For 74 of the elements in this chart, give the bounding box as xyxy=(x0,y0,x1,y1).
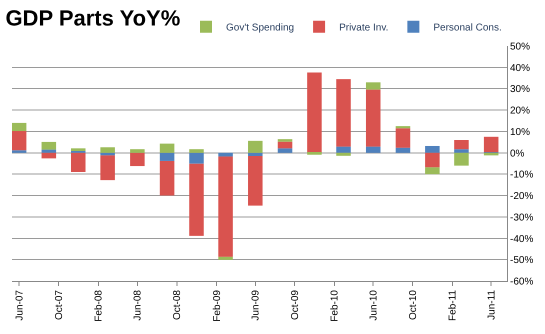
bar xyxy=(278,142,292,148)
bar xyxy=(336,152,351,156)
bar xyxy=(366,90,380,147)
bar xyxy=(248,152,263,156)
bar xyxy=(70,152,86,172)
bar xyxy=(218,152,233,156)
y-tick-label: -30% xyxy=(510,212,534,224)
bar xyxy=(189,152,204,164)
bar xyxy=(454,152,469,166)
bar xyxy=(278,148,292,153)
bar xyxy=(307,72,322,153)
bar xyxy=(336,146,351,153)
bar xyxy=(454,149,469,153)
x-tick-label: Feb-08 xyxy=(94,290,105,322)
y-tick-label: 0% xyxy=(510,148,525,160)
x-tick-label: Oct-10 xyxy=(408,290,419,320)
x-tick-label: Oct-09 xyxy=(290,290,301,320)
x-tick-label: Feb-11 xyxy=(448,290,459,321)
x-tick-label: Feb-09 xyxy=(212,290,223,322)
x-tick-label: Oct-07 xyxy=(54,290,65,320)
y-tick-label: -10% xyxy=(510,170,534,181)
bar xyxy=(218,156,233,257)
bar xyxy=(248,140,263,153)
bar xyxy=(189,164,204,236)
bar xyxy=(100,152,115,156)
bar xyxy=(12,131,26,150)
bar xyxy=(42,152,56,158)
legend-label: Gov't Spending xyxy=(226,22,294,34)
bar xyxy=(336,79,351,147)
chart-title: GDP Parts YoY% xyxy=(5,5,180,30)
x-tick-label: Jun-09 xyxy=(250,290,262,321)
bar xyxy=(160,160,174,196)
x-tick-label: Jun-11 xyxy=(486,290,498,320)
legend-label: Personal Cons. xyxy=(433,22,502,34)
legend-label: Private Inv. xyxy=(339,22,388,34)
y-tick-label: 40% xyxy=(510,62,530,74)
bar xyxy=(189,149,204,153)
bar xyxy=(484,136,498,152)
x-tick-label: Oct-08 xyxy=(172,290,184,320)
bar xyxy=(160,152,174,161)
y-tick-label: 10% xyxy=(510,126,530,138)
bar xyxy=(130,152,145,166)
y-tick-label: 50% xyxy=(510,42,530,52)
bar xyxy=(42,150,56,153)
bar xyxy=(425,146,440,153)
bar xyxy=(130,149,145,153)
bar xyxy=(100,155,115,180)
y-tick-label: -50% xyxy=(510,255,534,266)
bar xyxy=(425,152,440,168)
bar xyxy=(278,139,292,142)
y-tick-label: -40% xyxy=(510,234,534,245)
bar xyxy=(248,156,263,206)
bar xyxy=(484,152,498,156)
y-tick-label: -20% xyxy=(510,191,534,202)
bar xyxy=(12,122,26,132)
x-tick-label: Jun-08 xyxy=(132,290,144,321)
bar xyxy=(12,150,26,153)
bar xyxy=(160,144,174,153)
bar xyxy=(366,82,380,90)
bar xyxy=(396,148,410,153)
y-tick-label: 20% xyxy=(510,106,530,117)
y-tick-label: -60% xyxy=(510,276,534,288)
bar xyxy=(454,140,469,150)
bar xyxy=(42,142,56,150)
y-tick-label: 30% xyxy=(510,84,530,96)
bar xyxy=(307,152,322,155)
bar xyxy=(366,146,380,153)
bar xyxy=(218,256,233,260)
bar xyxy=(425,167,440,174)
bar xyxy=(396,128,410,148)
x-tick-label: Jun-07 xyxy=(14,290,26,321)
x-tick-label: Jun-10 xyxy=(368,290,380,321)
bar xyxy=(100,147,115,153)
x-tick-label: Feb-10 xyxy=(330,290,341,322)
